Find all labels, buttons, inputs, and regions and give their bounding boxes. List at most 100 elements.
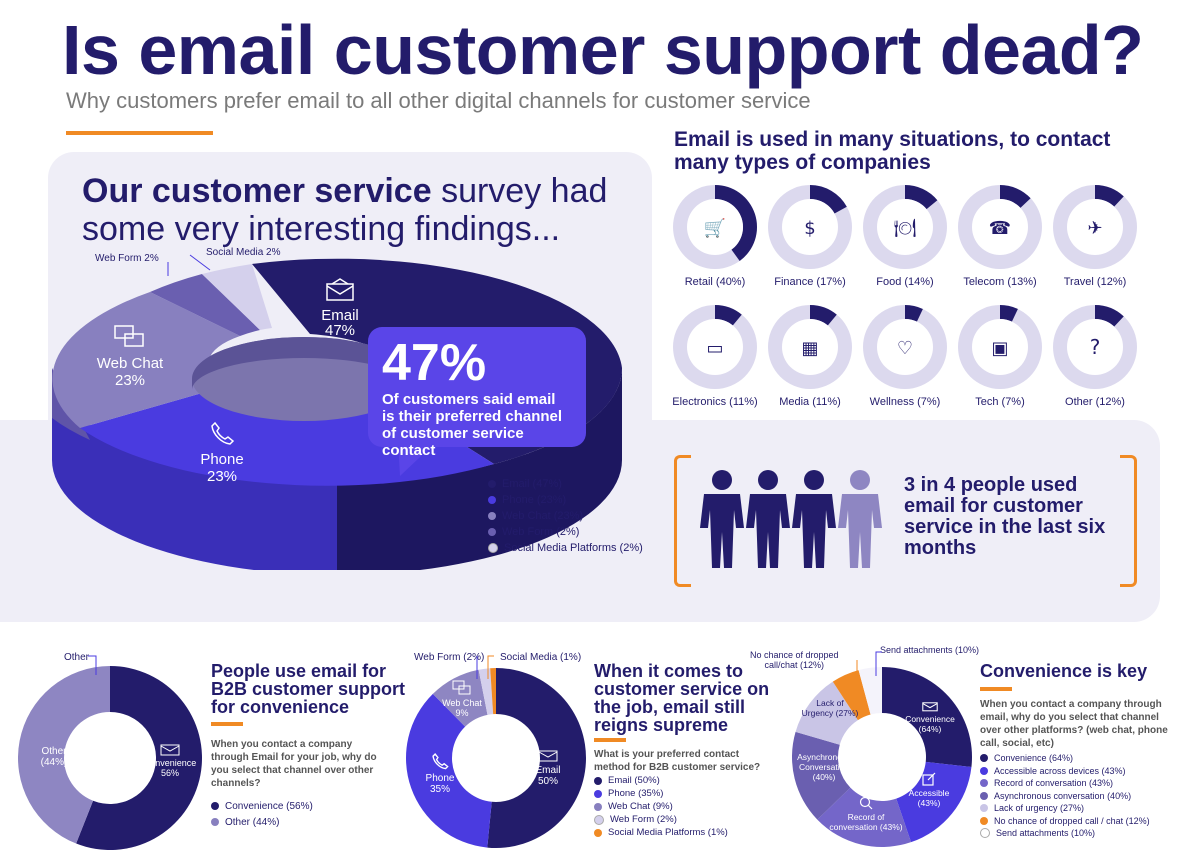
legend-item: Social Media Platforms (1%)	[594, 826, 728, 839]
attachments-callout: Send attachments (10%)	[880, 645, 980, 655]
convenience-donut-chart	[792, 667, 972, 847]
ring-label: Finance (17%)	[774, 276, 846, 288]
b2b-conv-label: Convenience 56%	[140, 742, 200, 778]
conv-label-record: Record of conversation (43%)	[826, 796, 906, 832]
situation-item: 🍽 Food (14%)	[863, 185, 955, 288]
ring-center	[782, 319, 838, 375]
ring-label: Telecom (13%)	[963, 276, 1037, 288]
webform-label: Web Form 2%	[95, 253, 159, 264]
legend-item: Email (50%)	[594, 774, 728, 787]
ring-glyph: ▦	[801, 338, 818, 359]
ring-value	[1095, 305, 1124, 327]
envelope-icon	[922, 702, 938, 712]
situation-item: ☎ Telecom (13%)	[958, 185, 1050, 288]
b2b-question: When you contact a company through Email…	[211, 739, 377, 789]
ring-value	[1000, 305, 1018, 322]
ring-value	[810, 185, 847, 214]
webchat-slice-label: Web Chat 23%	[90, 324, 170, 389]
envelope-icon	[326, 278, 354, 301]
phone-icon	[432, 753, 449, 770]
ring-glyph: $	[804, 218, 815, 239]
page-subtitle: Why customers prefer email to all other …	[66, 88, 811, 113]
person-icon-highlighted	[746, 470, 790, 568]
ring-label: Wellness (7%)	[869, 396, 941, 408]
ring-center	[782, 199, 838, 255]
people-icons	[700, 470, 882, 568]
job-leader-line	[476, 655, 494, 679]
slice-other	[18, 666, 110, 844]
b2b-leader-line	[88, 655, 97, 675]
ring-center	[1067, 199, 1123, 255]
situation-item: ? Other (12%)	[1053, 305, 1145, 408]
legend-item: Convenience (64%)	[980, 752, 1150, 765]
convenience-accent	[980, 687, 1012, 691]
stethoscope-icon: ♡	[863, 305, 947, 389]
cart-icon: 🛒	[673, 185, 757, 269]
legend-item: Social Media Platforms (2%)	[488, 540, 643, 556]
ring-value	[810, 305, 837, 326]
ring-center	[687, 199, 743, 255]
slice-record	[817, 787, 912, 847]
legend-item: Send attachments (10%)	[980, 827, 1150, 840]
conv-leader-line	[856, 651, 882, 678]
bracket-right	[1120, 455, 1137, 587]
conv-label-convenience: Convenience (64%)	[900, 700, 960, 734]
survey-legend: Email (47%) Phone (23%) Web Chat (23%) W…	[488, 476, 643, 556]
situation-item: ▣ Tech (7%)	[958, 305, 1050, 408]
conv-label-lack: Lack of Urgency (27%)	[801, 698, 859, 718]
chat-bubbles-icon	[114, 325, 144, 347]
plate-icon: 🍽	[863, 185, 947, 269]
email-slice-label: Email 47%	[300, 278, 380, 339]
laptop-icon: ▭	[673, 305, 757, 389]
money-bag-icon: $	[768, 185, 852, 269]
bracket-left	[674, 455, 691, 587]
ring-glyph: 🛒	[704, 217, 726, 239]
legend-item: No chance of dropped call / chat (12%)	[980, 815, 1150, 828]
slice-accessible	[896, 761, 972, 843]
ring-center	[687, 319, 743, 375]
ring-label: Media (11%)	[779, 396, 841, 408]
ring-glyph: ▭	[706, 338, 723, 359]
dropped-callout: No chance of dropped call/chat (12%)	[750, 650, 839, 670]
ring-label: Other (12%)	[1065, 396, 1125, 408]
convenience-legend: Convenience (64%) Accessible across devi…	[980, 752, 1150, 840]
ring-center	[877, 199, 933, 255]
envelope-icon	[538, 750, 558, 762]
ring-glyph: ▣	[991, 338, 1008, 359]
phone-slice-label: Phone 23%	[182, 420, 262, 485]
job-donut-chart	[406, 668, 587, 848]
chat-bubbles-icon	[452, 680, 471, 695]
ring-glyph: 🍽	[894, 218, 917, 239]
legend-item: Web Form (2%)	[488, 524, 643, 540]
accent-divider	[66, 131, 213, 135]
job-title: When it comes to customer service on the…	[594, 661, 770, 735]
legend-item: Accessible across devices (43%)	[980, 765, 1150, 778]
survey-donut-chart	[52, 254, 622, 570]
ring-label: Electronics (11%)	[672, 396, 758, 408]
convenience-title: Convenience is key	[980, 661, 1148, 681]
phone-icon	[211, 421, 235, 445]
slice-convenience	[882, 667, 972, 768]
job-legend: Email (50%) Phone (35%) Web Chat (9%) We…	[594, 774, 728, 839]
legend-item: Phone (23%)	[488, 492, 643, 508]
ring-glyph: ?	[1090, 335, 1101, 359]
ring-label: Travel (12%)	[1063, 276, 1127, 288]
person-icon-highlighted	[700, 470, 744, 568]
job-webform-callout: Web Form (2%)	[414, 652, 485, 663]
survey-callout: 47% Of customers said email is their pre…	[368, 327, 586, 459]
legend-item: Lack of urgency (27%)	[980, 802, 1150, 815]
ring-value	[715, 305, 742, 326]
slice-email	[487, 668, 587, 848]
slice-social	[490, 668, 496, 715]
ring-label: Food (14%)	[876, 276, 934, 288]
ring-glyph: ♡	[897, 338, 913, 359]
slice-webchat	[52, 292, 241, 428]
slice-social	[202, 264, 272, 330]
slice-async	[792, 731, 851, 820]
slice-convenience	[76, 666, 202, 850]
ring-value	[1000, 185, 1031, 208]
ring-center	[1067, 319, 1123, 375]
ring-glyph: ☎	[989, 218, 1011, 239]
job-email-label: Email 50%	[528, 748, 568, 787]
ring-label: Tech (7%)	[975, 396, 1025, 408]
